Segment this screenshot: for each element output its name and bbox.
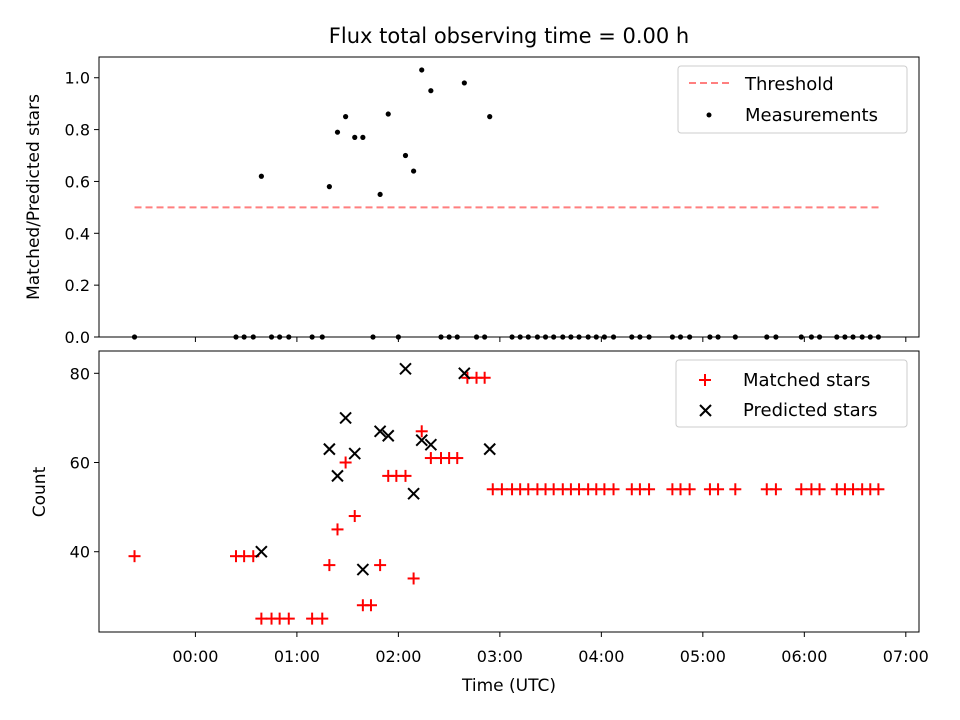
measurement-point — [343, 114, 349, 120]
bottom-y-axis-label: Count — [30, 466, 50, 517]
matched-star-point — [712, 483, 725, 496]
top-ytick-label: 0.8 — [65, 121, 90, 140]
matched-star-point — [128, 550, 141, 563]
matched-star-point — [374, 559, 387, 572]
top-axes-frame — [98, 56, 920, 338]
bottom-xtick-label: 01:00 — [274, 647, 320, 666]
matched-star-point — [306, 612, 319, 625]
top-plot-area: 0.0 0.2 0.4 0.6 0.8 1.0 — [65, 67, 907, 347]
measurements-legend-label: Measurements — [745, 105, 878, 126]
top-ytick-label: 0.0 — [65, 328, 90, 347]
measurement-point — [411, 168, 417, 174]
predicted-star-point — [356, 563, 370, 576]
predicted-star-point — [373, 425, 387, 438]
matched-star-point — [451, 452, 464, 465]
predicted-star-point — [407, 487, 420, 500]
bottom-legend: Matched stars Predicted stars — [675, 359, 908, 428]
predicted-star-point — [339, 411, 352, 425]
top-legend-box — [677, 65, 908, 134]
bottom-axes-frame — [98, 350, 920, 633]
predicted-star-point — [415, 433, 428, 447]
top-ytick-label: 0.2 — [65, 276, 90, 295]
bottom-xtick-label: 02:00 — [375, 647, 421, 666]
matched-star-point — [364, 599, 377, 612]
matched-star-point — [407, 572, 420, 585]
measurement-point — [326, 184, 332, 190]
measurement-point — [428, 88, 434, 94]
predicted-star-point — [255, 545, 268, 558]
bottom-xtick-label: 00:00 — [172, 647, 218, 666]
measurements-legend-swatch — [706, 112, 712, 118]
bottom-ytick-label: 40 — [70, 543, 90, 562]
matched-star-point — [331, 523, 344, 536]
matched-star-point — [282, 612, 295, 625]
matched-star-point — [424, 452, 437, 465]
matched-star-point — [316, 612, 329, 625]
bottom-xtick-label: 05:00 — [680, 647, 726, 666]
measurement-point — [360, 134, 366, 140]
matched-star-point — [255, 612, 268, 625]
bottom-plot-area: 40 60 80 00:00 01:00 02:00 03:00 04:00 05:00 06:0… — [70, 362, 929, 666]
measurement-point — [419, 67, 425, 73]
matched-star-point — [415, 425, 428, 438]
matched-star-point — [872, 483, 885, 496]
matched-star-point — [399, 469, 412, 482]
matched-star-point — [795, 483, 808, 496]
predicted-star-point — [382, 429, 395, 442]
bottom-legend-box — [675, 359, 908, 428]
matched-star-point — [643, 483, 656, 496]
top-ytick-label: 0.6 — [65, 172, 90, 191]
top-ytick-label: 0.4 — [65, 224, 90, 243]
predicted-legend-swatch — [699, 404, 712, 417]
matched-legend-label: Matched stars — [743, 370, 870, 391]
top-y-axis-label: Matched/Predicted stars — [24, 94, 44, 300]
bottom-xtick-label: 03:00 — [477, 647, 523, 666]
predicted-star-point — [399, 362, 412, 376]
matched-star-point — [348, 510, 361, 523]
measurement-point — [258, 173, 264, 179]
matched-star-point — [495, 483, 508, 496]
predicted-star-point — [483, 442, 496, 456]
top-legend: Threshold Measurements — [677, 65, 908, 134]
top-chart-title: Flux total observing time = 0.00 h — [329, 24, 689, 48]
predicted-star-point — [323, 442, 336, 456]
predicted-star-point — [424, 438, 438, 451]
matched-legend-swatch — [699, 374, 711, 386]
matched-star-point — [683, 483, 696, 496]
measurement-point — [461, 80, 467, 86]
matched-star-point — [769, 483, 782, 496]
bottom-panel: Count Time (UTC) 40 60 80 00:00 01:00 02:00 03… — [30, 350, 929, 696]
matched-star-point — [323, 559, 336, 572]
matched-star-point — [729, 483, 742, 496]
predicted-star-point — [458, 367, 471, 380]
matched-star-point — [813, 483, 826, 496]
matched-star-point — [339, 456, 352, 469]
top-ytick-label: 1.0 — [65, 69, 90, 88]
predicted-star-point — [331, 469, 344, 483]
measurement-point — [352, 134, 358, 140]
threshold-legend-label: Threshold — [744, 74, 834, 95]
measurement-point — [402, 152, 409, 159]
measurement-point — [385, 111, 391, 117]
matched-star-point — [478, 371, 491, 384]
bottom-xtick-label: 07:00 — [883, 647, 929, 666]
measurement-point — [487, 114, 493, 120]
bottom-ytick-label: 80 — [70, 364, 90, 383]
matched-star-point — [607, 483, 620, 496]
predicted-star-point — [348, 447, 361, 460]
bottom-xtick-label: 04:00 — [578, 647, 624, 666]
predicted-legend-label: Predicted stars — [743, 400, 877, 421]
measurement-point — [334, 129, 341, 135]
measurement-point — [377, 191, 383, 198]
top-panel: Flux total observing time = 0.00 h Match… — [24, 24, 920, 347]
bottom-ytick-label: 60 — [70, 454, 90, 473]
bottom-xtick-label: 06:00 — [781, 647, 827, 666]
bottom-x-axis-label: Time (UTC) — [461, 676, 556, 696]
